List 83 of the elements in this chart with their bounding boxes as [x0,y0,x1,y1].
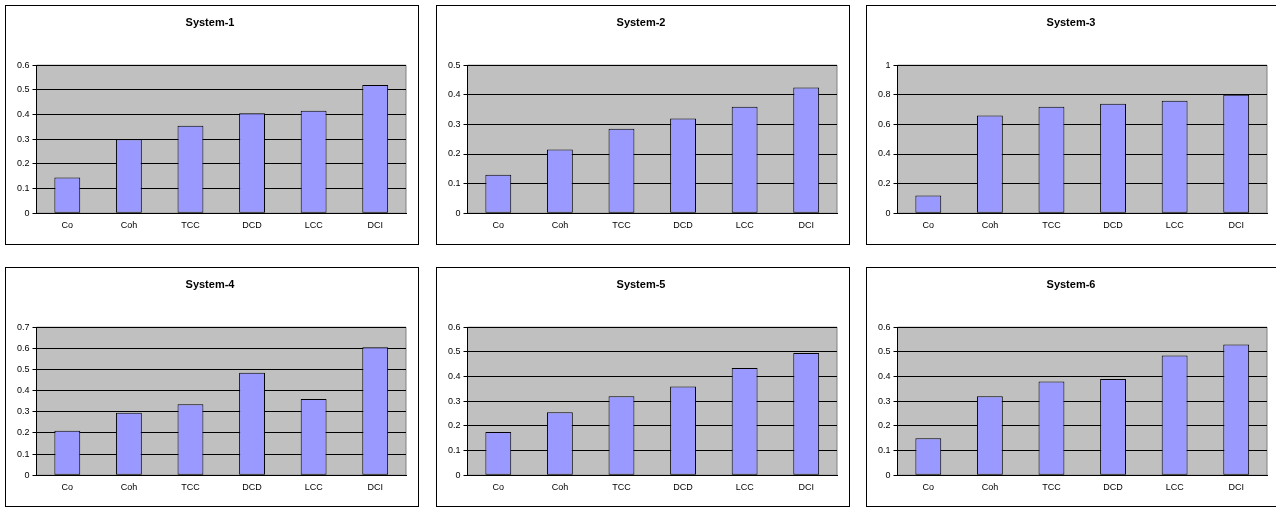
y-tick-label: 0.3 [878,395,891,406]
y-tick-label: 0.2 [878,178,891,189]
x-tick-label: Co [61,482,74,493]
y-tick-label: 0.2 [878,420,891,431]
y-tick-label: 0.5 [17,363,30,374]
x-tick-label: Co [61,220,74,231]
x-tick-label: DCI [798,482,814,493]
x-tick-label: TCC [181,220,201,231]
y-tick-label: 0.1 [448,178,461,189]
x-tick-label: LCC [304,482,324,493]
y-tick-label: 0.6 [878,321,891,332]
x-tick-label: Co [492,482,505,493]
x-tick-label: DCI [1228,482,1244,493]
x-tick-label: Coh [551,220,569,231]
y-tick-label: 0.6 [448,321,461,332]
chart-title: System-3 [1046,15,1096,28]
x-tick-label: Coh [120,482,138,493]
x-tick-label: TCC [181,482,201,493]
x-tick-label: LCC [735,482,755,493]
y-tick-label: 0.5 [448,346,461,357]
x-tick-label: Co [492,220,505,231]
chart-title: System-4 [185,277,236,290]
y-tick-label: 0.4 [878,148,891,159]
y-tick-label: 0 [455,469,461,480]
y-tick-label: 0 [24,469,30,480]
y-tick-label: 0.3 [448,395,461,406]
x-tick-label: Coh [981,482,999,493]
x-tick-label: DCI [1228,220,1244,231]
y-tick-label: 0.2 [17,427,30,438]
x-tick-label: DCI [367,220,383,231]
y-tick-label: 0 [455,207,461,218]
x-tick-label: DCD [673,482,694,493]
y-tick-label: 0.8 [878,89,891,100]
x-tick-label: LCC [1165,482,1185,493]
x-tick-label: Coh [551,482,569,493]
chart-title: System-2 [616,15,666,28]
y-tick-label: 0.4 [448,89,461,100]
x-tick-label: DCD [242,482,263,493]
x-tick-label: TCC [1042,220,1062,231]
y-tick-label: 0.6 [17,342,30,353]
y-tick-label: 0.1 [17,183,30,194]
x-tick-label: TCC [1042,482,1062,493]
y-tick-label: 0.5 [448,59,461,70]
y-tick-label: 0.4 [17,109,30,120]
x-tick-label: LCC [304,220,324,231]
y-tick-label: 0.3 [448,118,461,129]
y-tick-label: 0.5 [17,84,30,95]
x-tick-label: Co [922,220,935,231]
x-tick-label: LCC [1165,220,1185,231]
x-tick-label: DCI [798,220,814,231]
y-tick-label: 0.7 [17,321,30,332]
y-tick-label: 0.3 [17,133,30,144]
y-tick-label: 0.2 [448,420,461,431]
x-tick-label: TCC [612,482,632,493]
y-tick-label: 0.3 [17,406,30,417]
y-tick-label: 0.4 [878,371,891,382]
y-tick-label: 0.1 [17,448,30,459]
chart-title: System-6 [1046,277,1096,290]
y-tick-label: 0 [885,207,891,218]
x-tick-label: DCD [1103,220,1124,231]
y-tick-label: 1 [885,59,891,70]
x-tick-label: DCD [242,220,263,231]
y-tick-label: 0 [885,469,891,480]
y-tick-label: 0.1 [878,445,891,456]
y-tick-label: 0.2 [448,148,461,159]
x-tick-label: Coh [120,220,138,231]
x-tick-label: DCI [367,482,383,493]
y-tick-label: 0 [24,207,30,218]
x-tick-label: DCD [1103,482,1124,493]
y-tick-label: 0.6 [17,59,30,70]
y-tick-label: 0.2 [17,158,30,169]
x-tick-label: LCC [735,220,755,231]
x-tick-label: DCD [673,220,694,231]
y-tick-label: 0.4 [17,385,30,396]
x-tick-label: Coh [981,220,999,231]
chart-title: System-5 [616,277,666,290]
x-tick-label: Co [922,482,935,493]
x-tick-label: TCC [612,220,632,231]
y-tick-label: 0.5 [878,346,891,357]
chart-title: System-1 [185,15,235,28]
y-tick-label: 0.6 [878,118,891,129]
y-tick-label: 0.1 [448,445,461,456]
y-tick-label: 0.4 [448,371,461,382]
